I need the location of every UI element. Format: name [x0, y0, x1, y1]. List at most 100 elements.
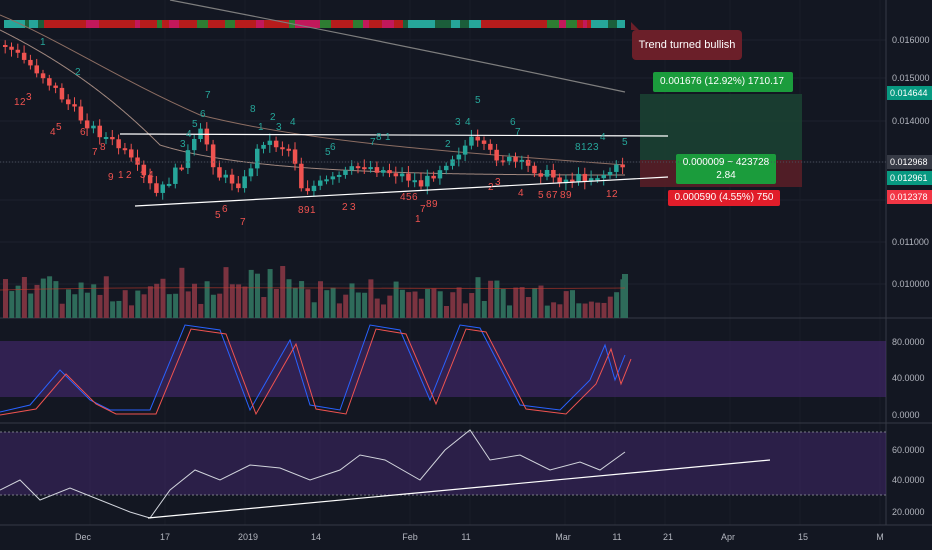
volume-bar	[519, 287, 525, 318]
td-count-green: 1	[581, 142, 587, 153]
volume-bar	[210, 294, 216, 318]
volume-bar	[135, 290, 141, 318]
candle-body	[129, 149, 134, 158]
td-count-red: 1	[606, 189, 612, 200]
ma-mid-line	[0, 14, 626, 166]
td-count-green: 7	[205, 90, 211, 101]
candle-body	[557, 177, 562, 184]
trend-ribbon-segment	[505, 20, 516, 28]
resistance-trendline	[119, 133, 669, 137]
candle-body	[204, 128, 210, 145]
trend-ribbon-segment	[435, 20, 445, 28]
candle-body	[9, 46, 14, 50]
trend-ribbon-segment	[307, 20, 320, 28]
volume-bar	[267, 269, 273, 318]
td-count-green: 2	[445, 139, 451, 150]
td-count-green: 5	[325, 147, 331, 158]
td-count-red: 2	[20, 97, 26, 108]
td-count-red: 4	[518, 188, 524, 199]
volume-bar	[280, 266, 286, 318]
td-count-red: 4	[50, 127, 56, 138]
volume-bar	[336, 303, 342, 318]
trend-ribbon-segment	[213, 20, 221, 28]
candle-body	[28, 59, 33, 66]
candle-body	[318, 180, 323, 186]
entry-label-line1: 0.000009 ~ 423728	[682, 157, 770, 168]
candle-body	[519, 159, 525, 162]
ma-long-line	[169, 0, 626, 93]
rsi-tick-label: 40.0000	[892, 475, 925, 485]
trend-ribbon-segment	[221, 20, 225, 28]
trend-ribbon-segment	[382, 20, 386, 28]
trend-ribbon-segment	[29, 20, 38, 28]
candle-body	[242, 176, 247, 189]
candle-body	[122, 148, 128, 151]
trend-ribbon-segment	[125, 20, 135, 28]
volume-bar	[513, 287, 519, 318]
trend-ribbon-segment	[600, 20, 608, 28]
trend-ribbon-segment	[272, 20, 278, 28]
volume-bar	[570, 290, 575, 318]
candle-body	[513, 156, 518, 162]
volume-bar	[154, 283, 160, 318]
trend-ribbon-segment	[331, 20, 340, 28]
candle-body	[601, 175, 606, 179]
trend-ribbon-segment	[264, 20, 272, 28]
volume-bar	[173, 293, 179, 318]
candle-body	[475, 136, 480, 141]
trend-ribbon-segment	[179, 20, 187, 28]
candle-body	[53, 85, 58, 88]
trend-ribbon-segment	[353, 20, 363, 28]
trend-ribbon-segment	[608, 20, 617, 28]
td-count-red: 4	[400, 192, 406, 203]
volume-bar	[393, 281, 399, 318]
candle-body	[280, 147, 285, 150]
candle-body	[21, 52, 27, 60]
candle-body	[273, 140, 279, 148]
candle-body	[261, 144, 266, 149]
td-count-red: 7	[552, 190, 558, 201]
volume-bar	[418, 298, 424, 318]
trend-ribbon-segment	[157, 20, 162, 28]
td-count-red: 2	[126, 170, 132, 181]
trend-ribbon-segment	[460, 20, 469, 28]
td-count-green: 7	[370, 137, 376, 148]
candle-body	[147, 175, 153, 184]
td-count-red: 1	[14, 97, 20, 108]
td-count-red: 9	[304, 205, 310, 216]
candle-body	[154, 183, 159, 193]
candle-body	[431, 175, 436, 179]
volume-bar	[9, 291, 15, 318]
time-tick-label: 11	[612, 532, 621, 542]
volume-bar	[160, 278, 166, 318]
volume-bar	[47, 276, 53, 318]
candle-body	[311, 185, 317, 192]
volume-bar	[261, 297, 267, 318]
volume-bar	[324, 290, 330, 318]
volume-bar	[66, 289, 71, 318]
td-count-red: 6	[412, 192, 418, 203]
candle-body	[544, 169, 550, 177]
stoch-tick-label: 80.0000	[892, 337, 925, 347]
candle-body	[393, 173, 399, 177]
candle-body	[236, 183, 241, 189]
candle-body	[469, 136, 474, 146]
td-count-green: 4	[600, 132, 606, 143]
trend-ribbon-segment	[583, 20, 587, 28]
trend-ribbon-segment	[451, 20, 456, 28]
price-tick-label: 0.015000	[892, 73, 930, 83]
volume-bar	[431, 288, 437, 318]
volume-bar	[3, 279, 8, 318]
stoch-tick-label: 40.0000	[892, 373, 925, 383]
trend-ribbon-segment	[369, 20, 373, 28]
rsi-band	[0, 432, 886, 495]
candle-body	[15, 49, 21, 53]
price-tick-label: 0.014000	[892, 116, 930, 126]
time-tick-label: 11	[461, 532, 470, 542]
candle-body	[532, 165, 537, 174]
volume-bar	[582, 303, 588, 318]
trend-ribbon-segment	[208, 20, 213, 28]
candle-body	[210, 144, 216, 168]
volume-bar	[223, 267, 229, 318]
